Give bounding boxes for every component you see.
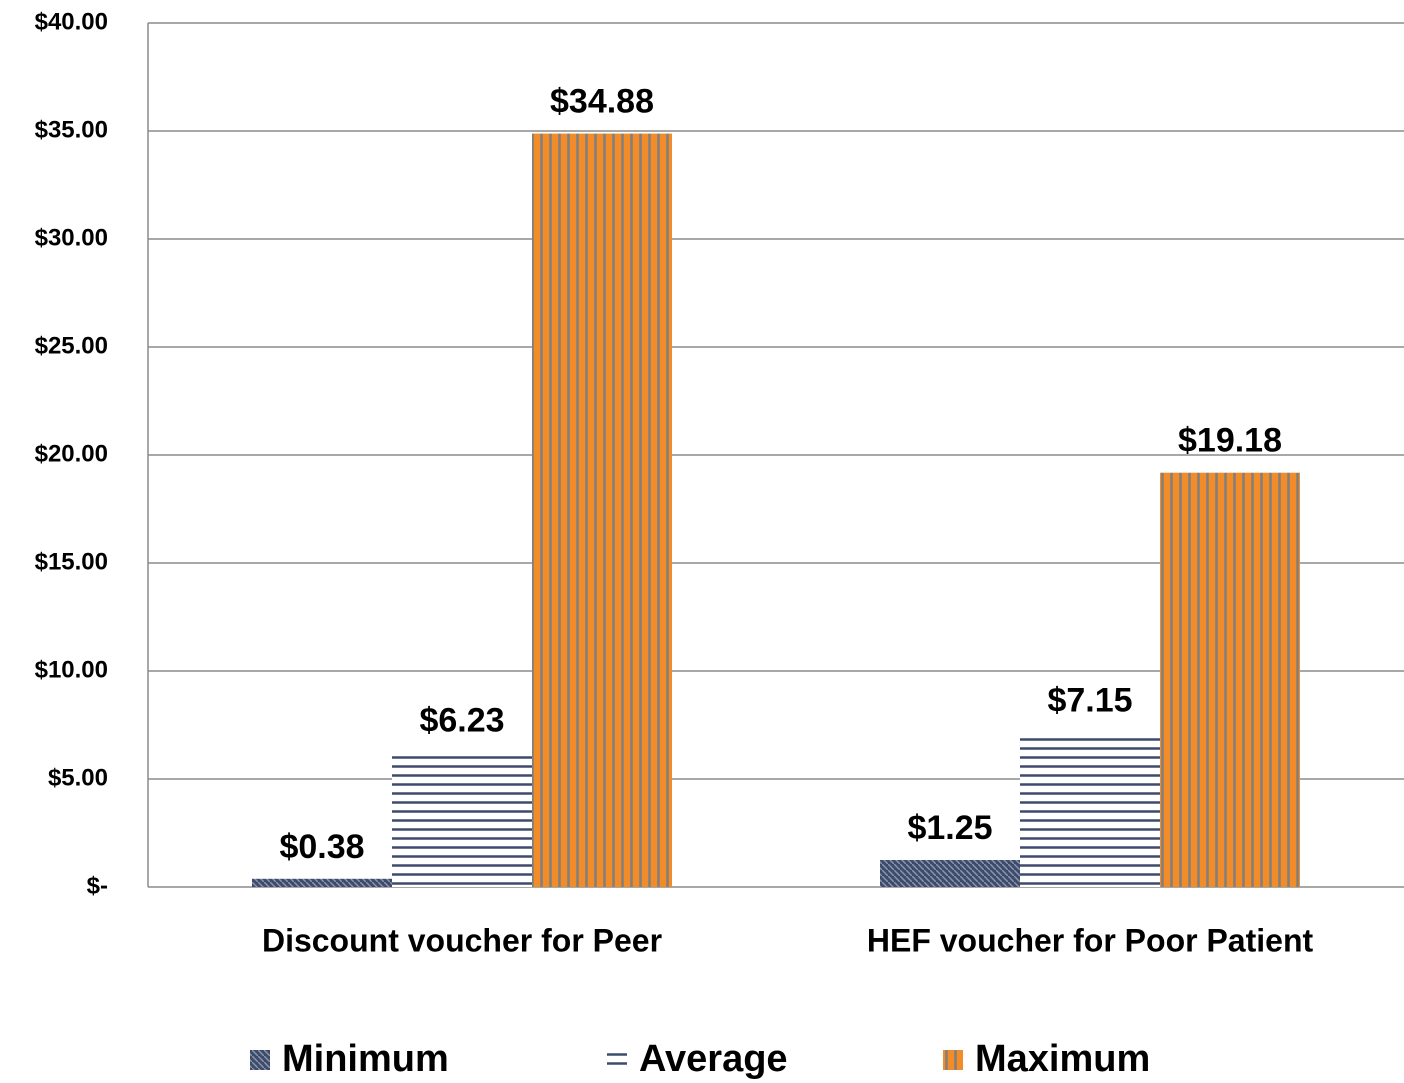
- y-tick-label: $30.00: [35, 224, 108, 251]
- y-tick-label: $5.00: [48, 764, 108, 791]
- legend-swatch: [250, 1050, 270, 1070]
- value-label: $19.18: [1178, 422, 1282, 460]
- y-tick-label: $25.00: [35, 332, 108, 359]
- x-tick-label: Discount voucher for Peer: [262, 922, 662, 958]
- y-tick-label: $35.00: [35, 116, 108, 143]
- legend-swatch: [607, 1050, 627, 1070]
- legend-label: Average: [639, 1038, 788, 1080]
- bar: [880, 860, 1020, 887]
- y-tick-label: $15.00: [35, 548, 108, 575]
- bar: [532, 133, 672, 888]
- value-label: $0.38: [279, 828, 364, 866]
- legend-swatch: [943, 1050, 963, 1070]
- bar: [1160, 472, 1300, 887]
- x-tick-label: HEF voucher for Poor Patient: [867, 922, 1314, 958]
- value-label: $6.23: [419, 701, 504, 739]
- y-tick-label: $20.00: [35, 440, 108, 467]
- bar: [392, 752, 532, 887]
- value-label: $1.25: [907, 809, 992, 847]
- y-tick-label: $40.00: [35, 8, 108, 35]
- y-tick-label: $10.00: [35, 656, 108, 683]
- y-tick-label: $-: [87, 872, 108, 899]
- bar: [1020, 732, 1160, 887]
- legend-label: Minimum: [282, 1038, 449, 1080]
- bar: [252, 878, 392, 887]
- legend-label: Maximum: [975, 1038, 1150, 1080]
- value-label: $34.88: [550, 83, 654, 121]
- value-label: $7.15: [1047, 682, 1132, 720]
